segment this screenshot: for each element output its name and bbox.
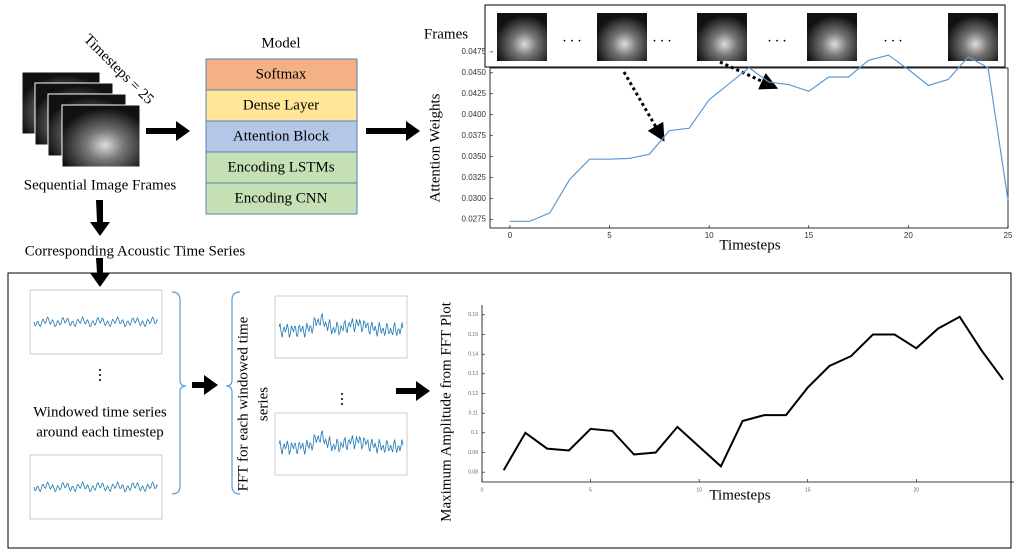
x-tick-label: 5 bbox=[607, 231, 612, 240]
layer-label: Encoding CNN bbox=[235, 190, 328, 206]
inset-frame bbox=[274, 295, 408, 359]
x-tick-label: 20 bbox=[904, 231, 913, 240]
y-axis-label: Maximum Amplitude from FFT Plot bbox=[438, 301, 454, 522]
y-tick-label: 0.14 bbox=[468, 351, 478, 357]
y-tick-label: 0.0400 bbox=[462, 110, 487, 119]
x-tick-label: 20 bbox=[914, 487, 920, 493]
y-tick-label: 0.15 bbox=[468, 332, 478, 338]
svg-text:. . .: . . . bbox=[884, 29, 903, 45]
layer-label: Attention Block bbox=[233, 128, 330, 144]
svg-text:. . .: . . . bbox=[563, 29, 582, 45]
acoustic-caption: Corresponding Acoustic Time Series bbox=[25, 243, 246, 259]
braces bbox=[171, 291, 241, 495]
y-tick-label: 0.13 bbox=[468, 371, 478, 377]
x-tick-label: 15 bbox=[805, 487, 811, 493]
y-tick-label: 0.0475 bbox=[462, 47, 487, 56]
insets bbox=[29, 289, 408, 520]
x-tick-label: 15 bbox=[804, 231, 813, 240]
y-tick-label: 0.1 bbox=[471, 430, 478, 436]
y-tick-label: 0.12 bbox=[468, 391, 478, 397]
y-axis-label: Attention Weights bbox=[427, 93, 443, 202]
frame-stack bbox=[21, 71, 141, 168]
y-tick-label: 0.09 bbox=[468, 450, 478, 456]
layer-label: Dense Layer bbox=[243, 97, 319, 113]
vdots: ⋮ bbox=[93, 367, 108, 383]
x-tick-label: 0 bbox=[508, 231, 513, 240]
model-stack: Softmax Dense Layer Attention Block Encodin… bbox=[205, 58, 358, 215]
y-tick-label: 0.0300 bbox=[462, 194, 487, 203]
windowed-label: around each timestep bbox=[36, 424, 163, 440]
frames-box bbox=[484, 4, 1006, 68]
y-tick-label: 0.0350 bbox=[462, 152, 487, 161]
svg-text:. . .: . . . bbox=[768, 29, 787, 45]
inset-wave bbox=[278, 312, 404, 338]
windowed-label: Windowed time series bbox=[33, 404, 167, 420]
y-tick-label: 0.08 bbox=[468, 469, 478, 475]
frame-strip: . . . . . . . . . . . . bbox=[497, 13, 998, 61]
inset-wave bbox=[33, 315, 159, 328]
bottom-box bbox=[7, 272, 1012, 549]
svg-text:. . .: . . . bbox=[653, 29, 672, 45]
fft-label: FFT for each windowed time bbox=[235, 316, 251, 491]
inset-wave bbox=[278, 429, 404, 455]
y-tick-label: 0.16 bbox=[468, 312, 478, 318]
model-layer bbox=[205, 182, 358, 215]
y-tick-label: 0.11 bbox=[469, 410, 479, 416]
y-tick-label: 0.0375 bbox=[462, 131, 487, 140]
model-layer bbox=[205, 151, 358, 184]
layer-label: Softmax bbox=[256, 66, 307, 82]
x-axis-label: Timesteps bbox=[709, 487, 770, 503]
x-axis-label: Timesteps bbox=[719, 237, 780, 253]
layer-label: Encoding LSTMs bbox=[227, 159, 334, 175]
plot-frame bbox=[489, 67, 1009, 229]
dotted-arrows bbox=[622, 60, 779, 142]
x-tick-label: 25 bbox=[1004, 231, 1013, 240]
y-tick-label: 0.0425 bbox=[462, 89, 487, 98]
x-tick-label: 10 bbox=[696, 487, 702, 493]
inset-wave bbox=[33, 480, 159, 493]
vdots: ⋮ bbox=[335, 391, 350, 407]
y-tick-label: 0.0275 bbox=[462, 215, 487, 224]
model-title: Model bbox=[261, 35, 300, 51]
data-line bbox=[502, 315, 1004, 471]
y-tick-label: 0.0325 bbox=[462, 173, 487, 182]
x-tick-label: 0 bbox=[481, 487, 484, 493]
frames-caption: Sequential Image Frames bbox=[24, 177, 177, 193]
data-line bbox=[509, 54, 1009, 222]
x-tick-label: 5 bbox=[589, 487, 592, 493]
frames-label: Frames bbox=[424, 26, 468, 42]
fft-label: series bbox=[255, 387, 271, 421]
x-tick-label: 10 bbox=[705, 231, 714, 240]
y-tick-label: 0.0450 bbox=[462, 68, 487, 77]
